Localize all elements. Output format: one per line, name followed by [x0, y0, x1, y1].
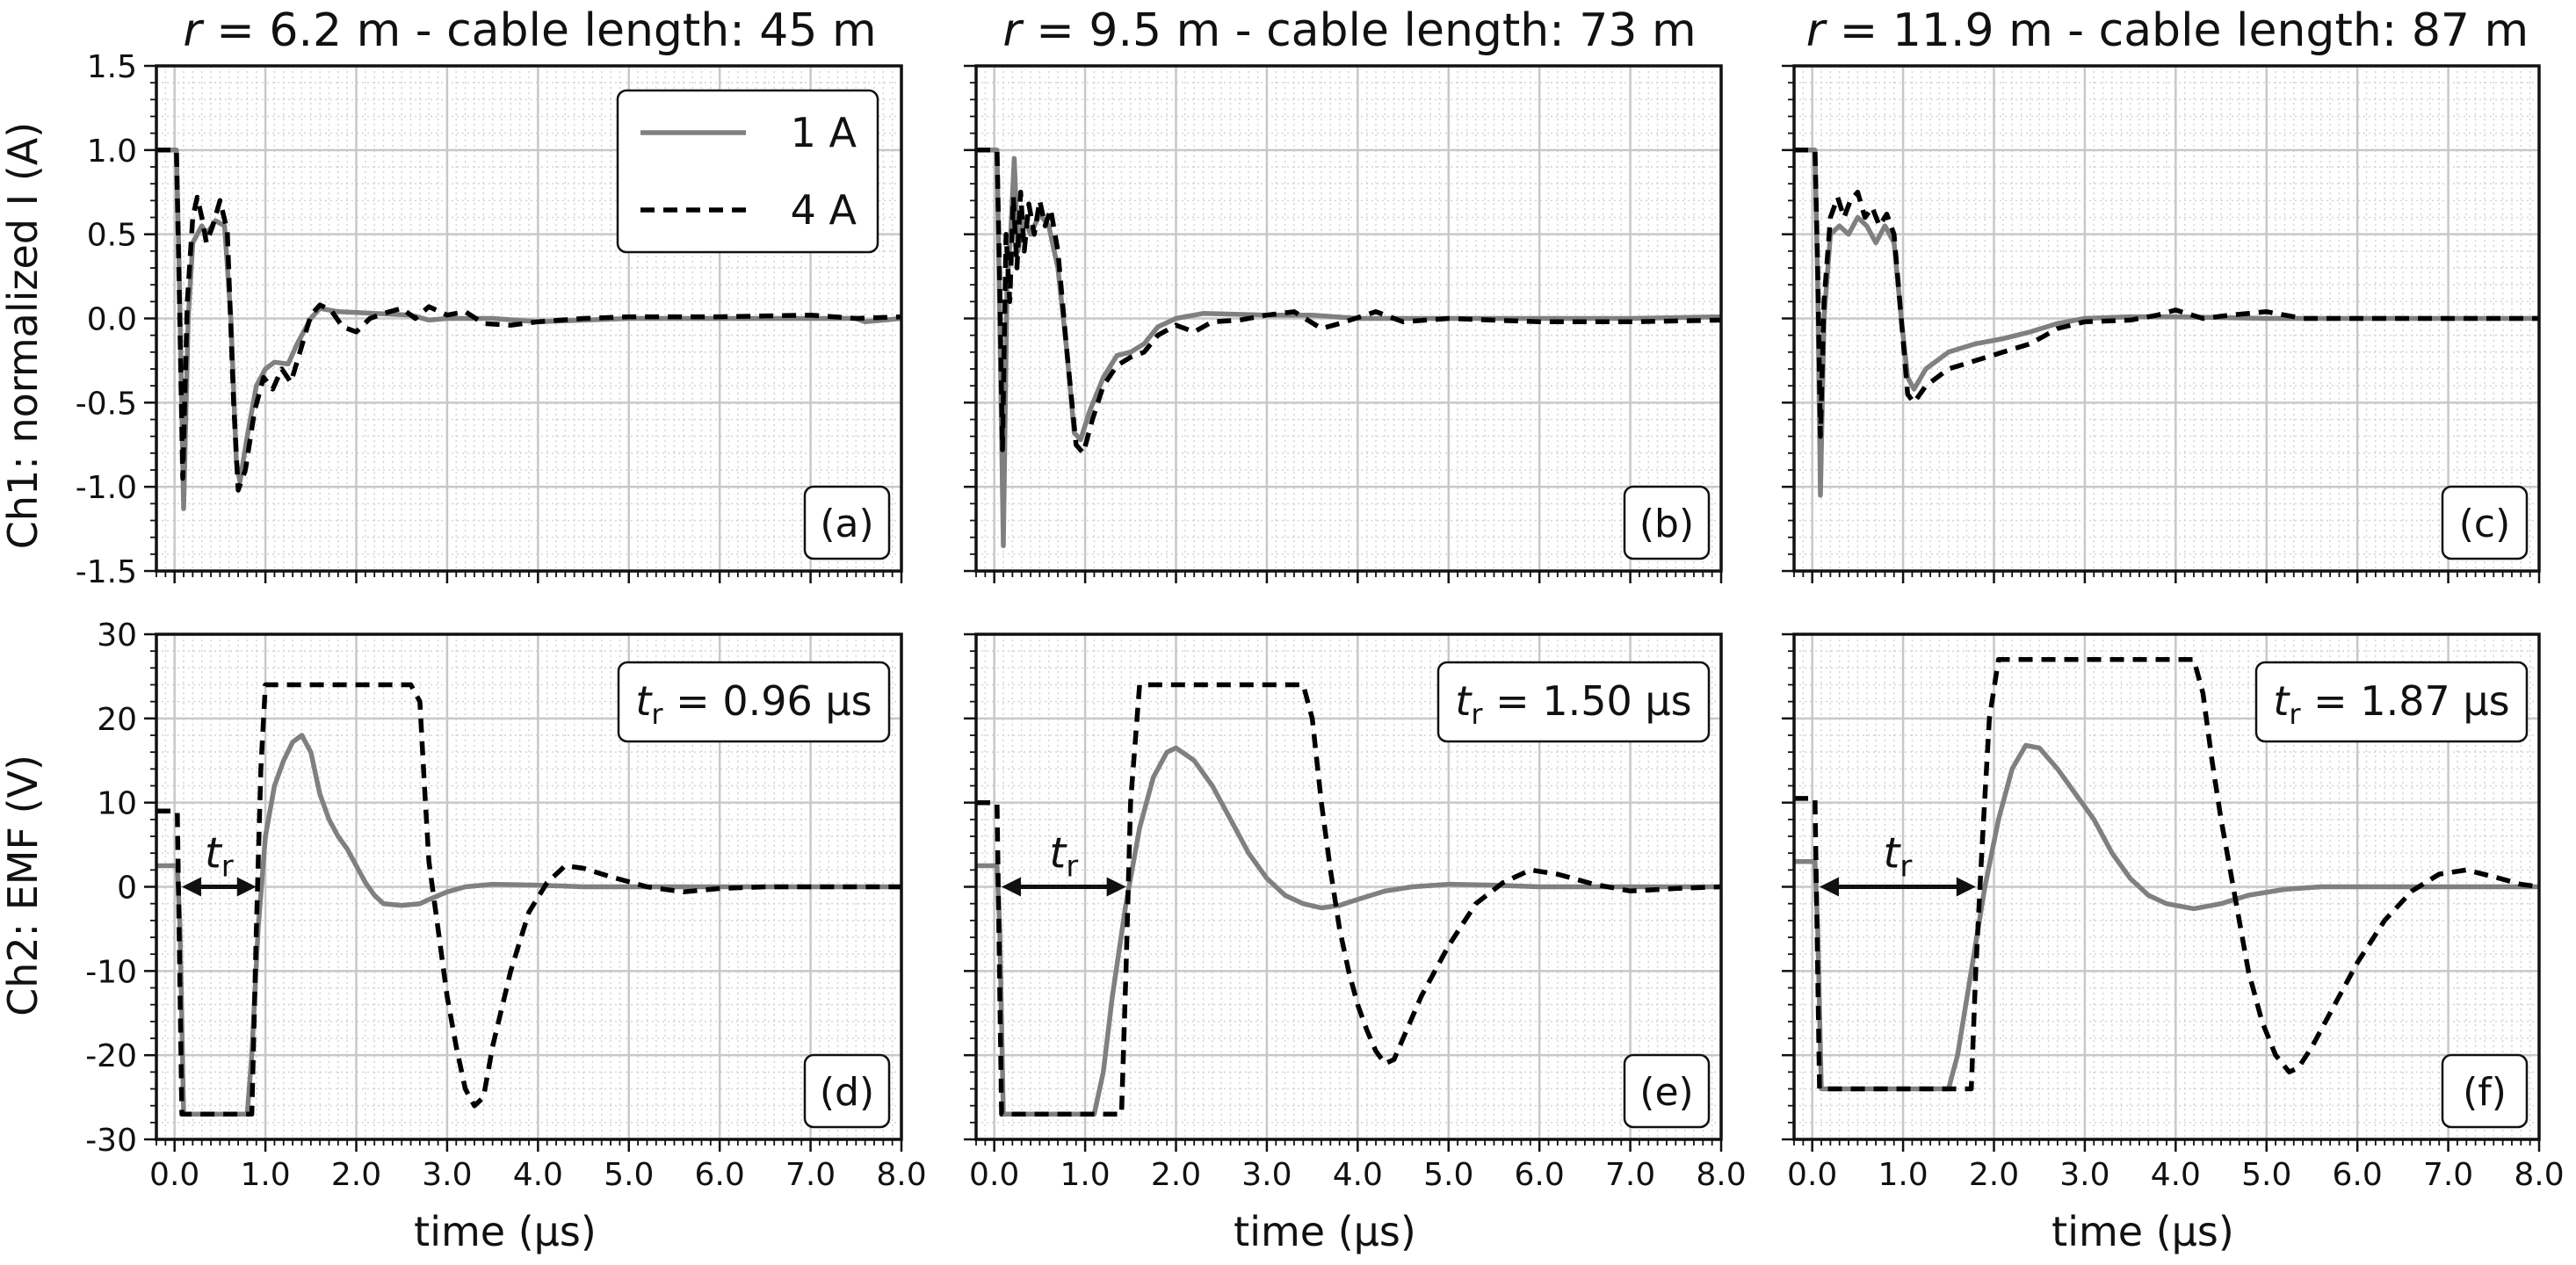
ytick-label: 20: [97, 702, 137, 738]
svg-text:(b): (b): [1639, 502, 1694, 546]
xtick-label: 3.0: [422, 1157, 472, 1193]
col-title-3: r = 11.9 m - cable length: 87 m: [1806, 4, 2529, 57]
xtick-label: 5.0: [1423, 1157, 1473, 1193]
svg-text:(c): (c): [2459, 502, 2511, 546]
rise-time-arrow-d: tr: [181, 829, 257, 897]
legend: 1 A 4 A: [616, 89, 879, 254]
xtick-label: 8.0: [876, 1157, 926, 1193]
ytick-label: -1.0: [76, 470, 137, 506]
panel-label-a: (a): [803, 485, 891, 560]
xlabel-2: time (μs): [1234, 1208, 1416, 1255]
panel-label-d: (d): [803, 1053, 891, 1129]
panel-c: (c): [1782, 64, 2541, 583]
ytick-label: 1.0: [87, 134, 137, 170]
rise-time-box-d: tr = 0.96 μs: [617, 661, 891, 743]
xtick-label: 2.0: [1151, 1157, 1201, 1193]
ytick-label: -30: [85, 1123, 137, 1159]
svg-text:tr = 1.87 μs: tr = 1.87 μs: [2273, 677, 2509, 731]
xtick-label: 7.0: [2423, 1157, 2473, 1193]
xtick-label: 0.0: [969, 1157, 1019, 1193]
series-4a-b: [976, 148, 1721, 456]
xtick-label: 5.0: [2241, 1157, 2291, 1193]
panel-b: (b): [964, 64, 1723, 583]
panel-e: 0.0 1.0 2.0 3.0 4.0 5.0 6.0 7.0 8.0 (e) tr = 1.50 …: [964, 632, 1747, 1193]
ylabel-top: Ch1: normalized I (A): [0, 122, 47, 549]
panel-label-c: (c): [2441, 485, 2529, 560]
xtick-label: 1.0: [1060, 1157, 1110, 1193]
series-1a-d: [156, 733, 901, 1117]
legend-label: 1 A: [791, 109, 857, 156]
ytick-label: -0.5: [76, 386, 137, 422]
xtick-label: 5.0: [604, 1157, 654, 1193]
series-4a-a: [156, 148, 901, 493]
xtick-label: 3.0: [1241, 1157, 1292, 1193]
ytick-label: 30: [97, 618, 137, 654]
xtick-label: 8.0: [1696, 1157, 1746, 1193]
ytick-label: -10: [85, 954, 137, 990]
xtick-label: 0.0: [149, 1157, 199, 1193]
rise-time-box-f: tr = 1.87 μs: [2254, 661, 2529, 743]
xtick-label: 6.0: [695, 1157, 745, 1193]
xtick-label: 0.0: [1787, 1157, 1837, 1193]
xlabel-3: time (μs): [2051, 1208, 2234, 1255]
ytick-label: -20: [85, 1038, 137, 1074]
xtick-label: 6.0: [1515, 1157, 1565, 1193]
ytick-label: 0.0: [87, 302, 137, 338]
xtick-label: 4.0: [2151, 1157, 2201, 1193]
ytick-label: -1.5: [76, 554, 137, 590]
col-title-1: r = 6.2 m - cable length: 45 m: [183, 4, 876, 57]
series-4a-f: [1794, 657, 2539, 1092]
ytick-label: 0: [117, 871, 137, 907]
xtick-label: 7.0: [1605, 1157, 1655, 1193]
xtick-label: 6.0: [2333, 1157, 2383, 1193]
svg-text:(d): (d): [820, 1070, 874, 1115]
svg-text:tr: tr: [205, 829, 234, 885]
xtick-label: 4.0: [513, 1157, 563, 1193]
panel-label-e: (e): [1623, 1053, 1711, 1129]
svg-text:tr = 1.50 μs: tr = 1.50 μs: [1455, 677, 1691, 731]
panel-label-b: (b): [1623, 485, 1711, 560]
rise-time-box-e: tr = 1.50 μs: [1436, 661, 1711, 743]
xtick-label: 3.0: [2059, 1157, 2109, 1193]
major-grid: [1794, 64, 2541, 573]
ytick-label: 10: [97, 786, 137, 822]
svg-text:tr = 0.96 μs: tr = 0.96 μs: [635, 677, 872, 731]
svg-text:(e): (e): [1639, 1070, 1693, 1115]
xtick-label: 4.0: [1333, 1157, 1383, 1193]
svg-text:tr: tr: [1883, 829, 1912, 885]
legend-label: 4 A: [791, 186, 857, 234]
series-4a-d: [156, 682, 901, 1117]
xtick-label: 2.0: [1969, 1157, 2019, 1193]
ylabel-bottom: Ch2: EMF (V): [0, 755, 47, 1016]
rise-time-arrow-e: tr: [1001, 829, 1126, 897]
xtick-label: 8.0: [2514, 1157, 2564, 1193]
panel-d: 30 20 10 0 -10 -20 -30 0.0 1.0 2.0 3.0 4.0 5.0 6.0 7.0…: [85, 618, 926, 1193]
xtick-label: 7.0: [785, 1157, 836, 1193]
xlabel-1: time (μs): [414, 1208, 597, 1255]
svg-text:(f): (f): [2463, 1070, 2507, 1115]
series-4a-e: [976, 682, 1721, 1117]
panel-f: 0.0 1.0 2.0 3.0 4.0 5.0 6.0 7.0 8.0 (f) tr = 1.87 …: [1782, 632, 2565, 1193]
panel-label-f: (f): [2441, 1053, 2529, 1129]
xtick-label: 1.0: [240, 1157, 290, 1193]
col-title-2: r = 9.5 m - cable length: 73 m: [1002, 4, 1696, 57]
xtick-label: 2.0: [331, 1157, 381, 1193]
svg-text:tr: tr: [1049, 829, 1078, 885]
svg-text:(a): (a): [820, 502, 873, 546]
ytick-label: 1.5: [87, 49, 137, 85]
ytick-label: 0.5: [87, 218, 137, 254]
xtick-label: 1.0: [1878, 1157, 1928, 1193]
rise-time-arrow-f: tr: [1819, 829, 1976, 897]
